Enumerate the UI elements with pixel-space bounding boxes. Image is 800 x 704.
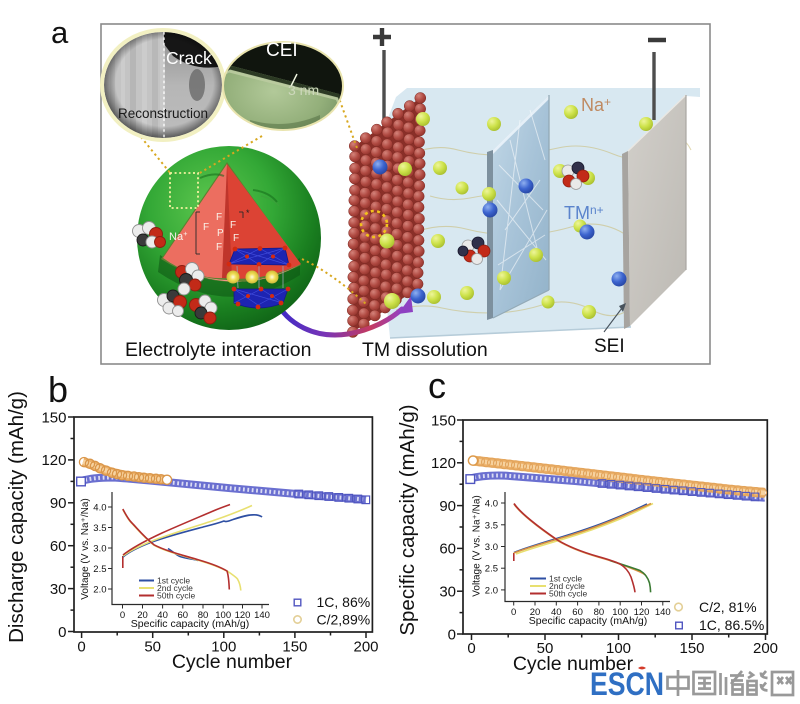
svg-text:50: 50	[537, 640, 554, 657]
svg-text:0: 0	[511, 607, 516, 618]
svg-text:80: 80	[198, 610, 209, 621]
svg-text:Voltage (V vs. Na⁺/Na): Voltage (V vs. Na⁺/Na)	[80, 498, 91, 599]
svg-text:3.5: 3.5	[485, 520, 498, 531]
svg-text:Crack: Crack	[166, 48, 212, 68]
svg-text:3 nm: 3 nm	[288, 82, 319, 98]
svg-text:20: 20	[137, 610, 148, 621]
svg-text:F: F	[203, 222, 209, 233]
svg-text:2.5: 2.5	[93, 564, 106, 575]
svg-text:30: 30	[50, 581, 67, 598]
svg-text:4.0: 4.0	[485, 499, 498, 510]
svg-text:F: F	[216, 242, 222, 253]
svg-text:40: 40	[157, 610, 168, 621]
svg-text:C/2,89%: C/2,89%	[317, 612, 371, 628]
svg-text:60: 60	[50, 538, 67, 555]
svg-text:30: 30	[439, 584, 456, 601]
svg-text:90: 90	[439, 498, 456, 515]
svg-text:60: 60	[439, 541, 456, 558]
svg-text:200: 200	[353, 639, 378, 656]
svg-text:80: 80	[594, 607, 605, 618]
svg-text:1st cycle: 1st cycle	[157, 576, 190, 586]
svg-text:2.0: 2.0	[93, 585, 106, 596]
svg-text:F: F	[216, 212, 222, 223]
svg-text:Discharge capacity (mAh/g): Discharge capacity (mAh/g)	[5, 391, 28, 643]
svg-text:Specific capacity (mAh/g): Specific capacity (mAh/g)	[131, 618, 249, 630]
svg-text:Voltage (V vs. Na⁺/Na): Voltage (V vs. Na⁺/Na)	[472, 495, 483, 596]
svg-text:100: 100	[612, 607, 628, 618]
svg-text:3.5: 3.5	[93, 523, 106, 534]
svg-text:*: *	[246, 208, 250, 218]
svg-text:Electrolyte interaction: Electrolyte interaction	[125, 339, 311, 361]
svg-text:b: b	[48, 369, 68, 410]
svg-text:0: 0	[58, 624, 66, 641]
svg-text:2.5: 2.5	[485, 564, 498, 575]
svg-text:CEI: CEI	[266, 40, 298, 61]
svg-text:120: 120	[431, 455, 456, 472]
svg-text:1st cycle: 1st cycle	[549, 574, 582, 584]
svg-text:a: a	[51, 15, 69, 50]
svg-text:SEI: SEI	[594, 336, 625, 357]
svg-text:40: 40	[551, 607, 562, 618]
svg-text:Cycle number: Cycle number	[513, 653, 634, 675]
svg-text:2nd cycle: 2nd cycle	[549, 581, 585, 591]
svg-text:150: 150	[679, 640, 704, 657]
svg-text:200: 200	[753, 640, 778, 657]
svg-text:100: 100	[606, 640, 631, 657]
svg-text:F: F	[233, 233, 239, 244]
svg-text:20: 20	[530, 607, 541, 618]
svg-text:50th cycle: 50th cycle	[549, 589, 588, 599]
svg-text:P: P	[217, 228, 224, 239]
svg-text:3.0: 3.0	[93, 544, 106, 555]
svg-text:140: 140	[254, 610, 270, 621]
svg-text:90: 90	[50, 495, 67, 512]
svg-text:ESCN: ESCN	[590, 666, 664, 702]
svg-text:0: 0	[467, 640, 475, 657]
svg-text:60: 60	[572, 607, 583, 618]
svg-text:120: 120	[235, 610, 251, 621]
svg-text:Specific capacity (mAh/g): Specific capacity (mAh/g)	[396, 404, 419, 635]
svg-text:50th cycle: 50th cycle	[157, 591, 196, 601]
svg-text:100: 100	[211, 639, 236, 656]
svg-text:60: 60	[178, 610, 189, 621]
svg-text:C/2, 81%: C/2, 81%	[699, 599, 757, 615]
svg-text:c: c	[428, 365, 446, 406]
svg-text:1C, 86.5%: 1C, 86.5%	[699, 617, 764, 633]
svg-text:1C, 86%: 1C, 86%	[317, 594, 371, 610]
svg-text:Reconstruction: Reconstruction	[118, 106, 208, 121]
svg-text:2.0: 2.0	[485, 585, 498, 596]
svg-text:150: 150	[431, 412, 456, 429]
svg-text:150: 150	[282, 639, 307, 656]
svg-text:100: 100	[215, 610, 231, 621]
svg-text:50: 50	[144, 639, 161, 656]
svg-text:0: 0	[120, 610, 125, 621]
svg-text:120: 120	[634, 607, 650, 618]
svg-text:Cycle number: Cycle number	[172, 651, 293, 673]
svg-text:2nd cycle: 2nd cycle	[157, 583, 193, 593]
svg-text:Specific capacity (mAh/g): Specific capacity (mAh/g)	[529, 615, 647, 627]
svg-text:TM dissolution: TM dissolution	[362, 339, 488, 361]
svg-text:0: 0	[77, 639, 85, 656]
svg-text:F: F	[230, 220, 236, 231]
svg-text:140: 140	[655, 607, 671, 618]
svg-text:120: 120	[41, 452, 66, 469]
svg-text:3.0: 3.0	[485, 542, 498, 553]
svg-text:4.0: 4.0	[93, 503, 106, 514]
svg-text:0: 0	[448, 626, 456, 643]
svg-text:Na+: Na+	[581, 95, 611, 115]
svg-text:150: 150	[41, 409, 66, 426]
